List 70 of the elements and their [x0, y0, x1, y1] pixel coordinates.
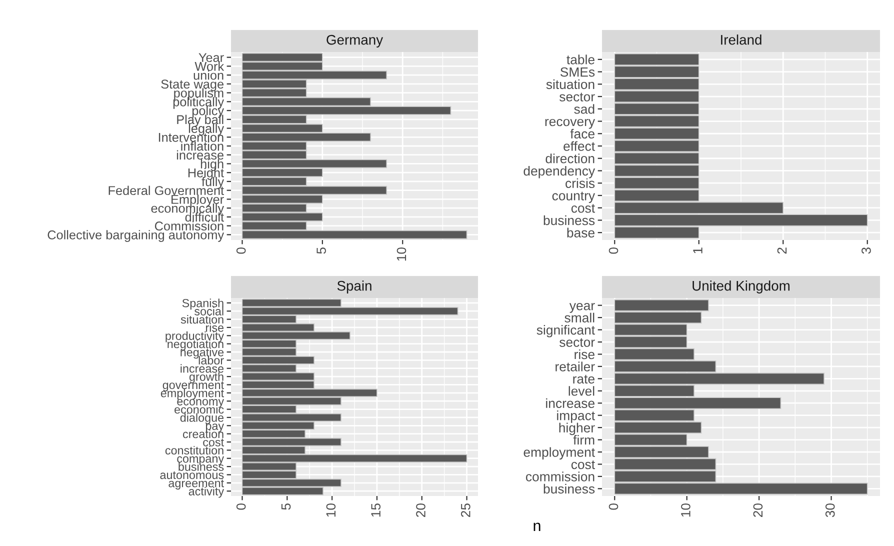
chart-title: Germany [326, 34, 384, 48]
y-tick-label: sad [574, 104, 594, 114]
y-tick-label: Work [194, 62, 224, 71]
y-tick-label: commission [526, 472, 594, 482]
x-tick-label: 1 [693, 248, 702, 254]
x-tick-label: 0 [608, 503, 618, 510]
x-tick-label: 0 [236, 503, 246, 510]
y-tick-label: rise [206, 323, 224, 332]
x-tick-label: 5 [316, 247, 326, 254]
y-tick-label: business [544, 484, 595, 494]
y-tick-label: cost [203, 438, 224, 446]
y-tick-label: table [566, 54, 594, 64]
y-tick-label: sector [559, 338, 595, 347]
chart-title: Spain [337, 280, 372, 294]
y-tick-label: inflation [181, 141, 224, 151]
y-tick-label: SMEs [560, 67, 595, 77]
y-tick-label: small [564, 312, 594, 322]
y-tick-label: sector [559, 92, 595, 102]
x-tick-label: 2 [777, 248, 787, 254]
y-tick-label: significant [536, 324, 595, 338]
y-tick-label: increase [180, 364, 224, 373]
y-tick-label: impact [557, 410, 595, 423]
y-tick-label: cost [571, 460, 595, 470]
y-tick-label: country [552, 192, 596, 203]
y-tick-label: higher [559, 422, 595, 436]
x-tick-label: 0 [236, 247, 246, 254]
x-tick-label: 10 [681, 503, 690, 517]
y-tick-label: increase [176, 150, 224, 160]
x-tick-label: 3 [862, 248, 871, 254]
x-tick-label: 0 [608, 247, 618, 254]
y-tick-label: increase [546, 398, 594, 408]
y-tick-label: rate [573, 374, 594, 384]
y-tick-label: year [569, 303, 595, 313]
x-tick-label: 10 [326, 503, 336, 517]
y-tick-label: Collective bargaining autonomy [48, 230, 224, 242]
y-tick-label: constitution [165, 446, 224, 455]
y-tick-label: employment [160, 388, 224, 400]
x-tick-label: 5 [281, 503, 291, 510]
y-tick-label: level [568, 386, 594, 396]
y-tick-label: union [194, 70, 224, 80]
x-axis-title: n [534, 522, 540, 531]
y-tick-label: rise [574, 349, 594, 360]
x-tick-label: 25 [460, 503, 470, 517]
x-tick-label: 15 [371, 503, 380, 517]
y-tick-label: business [544, 215, 595, 226]
y-tick-label: Commission [154, 221, 224, 231]
y-tick-label: crisis [566, 178, 595, 188]
y-tick-label: situation [180, 315, 224, 324]
y-tick-label: direction [546, 154, 594, 164]
y-tick-label: government [162, 381, 224, 392]
y-tick-label: effect [564, 141, 595, 151]
y-tick-label: situation [546, 79, 594, 90]
y-tick-label: dependency [524, 166, 596, 178]
y-tick-label: autonomous [160, 471, 224, 480]
y-tick-label: employment [524, 447, 595, 460]
y-tick-label: Year [198, 53, 224, 62]
x-tick-label: 30 [825, 503, 835, 518]
x-tick-label: 10 [396, 247, 406, 261]
x-tick-label: 20 [753, 503, 763, 517]
y-tick-label: cost [571, 204, 595, 213]
x-tick-label: 20 [416, 503, 426, 517]
y-tick-label: retailer [556, 362, 595, 372]
y-tick-label: growth [189, 372, 224, 384]
chart-title: Ireland [721, 34, 762, 45]
y-tick-label: recovery [545, 118, 596, 129]
chart-title: United Kingdom [692, 280, 790, 294]
y-tick-label: base [567, 228, 594, 238]
y-tick-label: firm [573, 434, 594, 445]
y-tick-label: dialogue [180, 413, 224, 424]
y-tick-label: face [570, 128, 594, 139]
